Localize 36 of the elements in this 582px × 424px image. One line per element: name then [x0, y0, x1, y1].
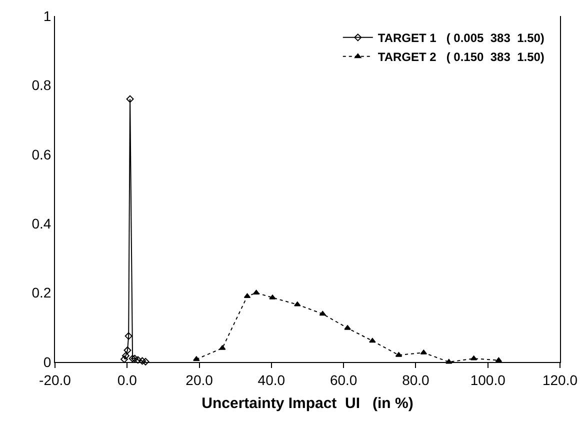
- point: [120, 355, 128, 363]
- y-tick-label: 0.6: [32, 146, 52, 162]
- y-tick-label: 0: [43, 354, 52, 370]
- x-tick-label: 20.0: [186, 372, 214, 388]
- point: [244, 293, 251, 298]
- point: [124, 332, 132, 340]
- point: [344, 325, 351, 330]
- x-axis-title: Uncertainty Impact UI (in %): [202, 394, 414, 412]
- point: [124, 346, 132, 354]
- point: [193, 356, 200, 361]
- point: [319, 310, 326, 316]
- point: [122, 352, 130, 360]
- point: [269, 294, 276, 300]
- y-tick-label: 1: [43, 8, 52, 24]
- legend-label: TARGET 2 ( 0.150 383 1.50): [378, 50, 544, 64]
- legend-label: TARGET 1 ( 0.005 383 1.50): [378, 31, 544, 46]
- x-tick-label: -20.0: [39, 372, 72, 388]
- y-tick-label: 0.8: [32, 77, 52, 94]
- point: [294, 302, 301, 306]
- x-tick-label: 0.0: [117, 372, 138, 388]
- x-tick-label: 60.0: [330, 372, 358, 388]
- point: [130, 354, 138, 362]
- point: [138, 357, 146, 365]
- point: [495, 357, 502, 362]
- y-tick-label: 0.2: [32, 284, 52, 301]
- point: [142, 358, 150, 366]
- y-tick-label: 0.4: [32, 216, 52, 232]
- x-tick-label: 100.0: [470, 372, 506, 388]
- point: [369, 338, 376, 343]
- x-tick-label: 40.0: [258, 372, 286, 388]
- point: [134, 356, 142, 364]
- x-tick-label: 120.0: [542, 372, 578, 388]
- point: [126, 95, 134, 103]
- point: [128, 354, 136, 362]
- x-tick-label: 80.0: [402, 372, 430, 388]
- point: [252, 290, 260, 295]
